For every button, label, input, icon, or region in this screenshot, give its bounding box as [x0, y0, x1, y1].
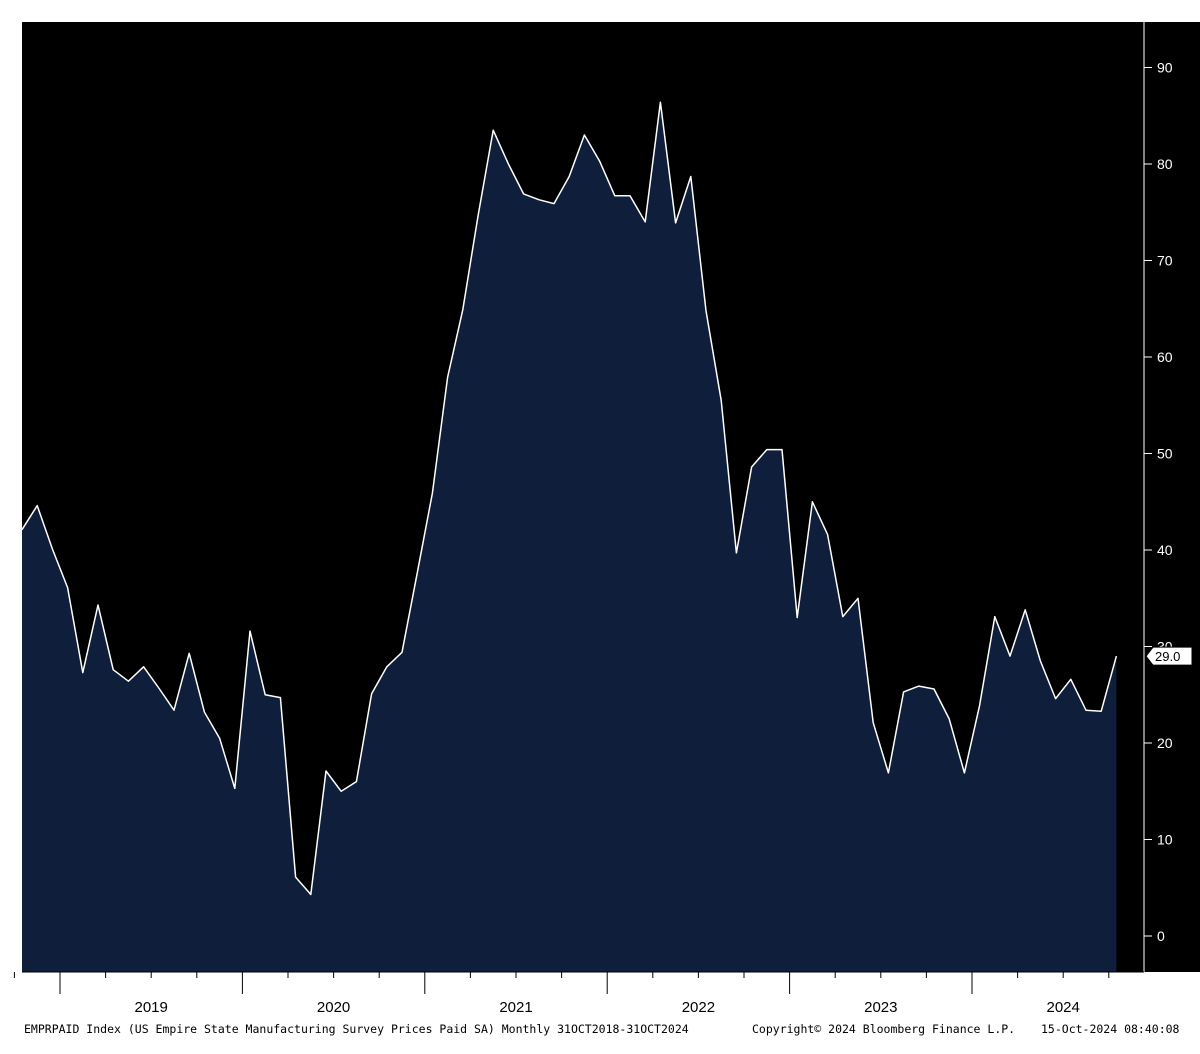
area-fill: [22, 102, 1117, 972]
y-tick-label-90: 90: [1157, 60, 1173, 76]
chart-footer: EMPRPAID Index (US Empire State Manufact…: [0, 1018, 1200, 1040]
y-tick-label-40: 40: [1157, 542, 1173, 558]
y-tick-label-50: 50: [1157, 446, 1173, 462]
right-axis-background: [1144, 22, 1200, 972]
x-year-label-2024: 2024: [1047, 999, 1080, 1016]
footer-timestamp: 15-Oct-2024 08:40:08: [1041, 1022, 1180, 1036]
y-tick-label-10: 10: [1157, 832, 1173, 848]
x-year-label-2023: 2023: [864, 999, 897, 1016]
x-year-label-2020: 2020: [317, 999, 350, 1016]
x-year-label-2021: 2021: [499, 999, 532, 1016]
y-tick-label-70: 70: [1157, 253, 1173, 269]
y-tick-label-60: 60: [1157, 349, 1173, 365]
y-tick-label-0: 0: [1157, 928, 1165, 944]
last-value-label: 29.0: [1155, 649, 1180, 664]
footer-description: EMPRPAID Index (US Empire State Manufact…: [24, 1022, 689, 1036]
y-tick-label-80: 80: [1157, 156, 1173, 172]
y-tick-label-20: 20: [1157, 735, 1173, 751]
axis-layer: [13, 22, 1152, 994]
area-layer: [21, 101, 1118, 972]
last-value-marker: [1145, 646, 1193, 666]
series-line: [21, 101, 1118, 896]
footer-copyright: Copyright© 2024 Bloomberg Finance L.P.: [752, 1022, 1016, 1036]
x-year-label-2019: 2019: [135, 999, 168, 1016]
x-year-label-2022: 2022: [682, 999, 715, 1016]
